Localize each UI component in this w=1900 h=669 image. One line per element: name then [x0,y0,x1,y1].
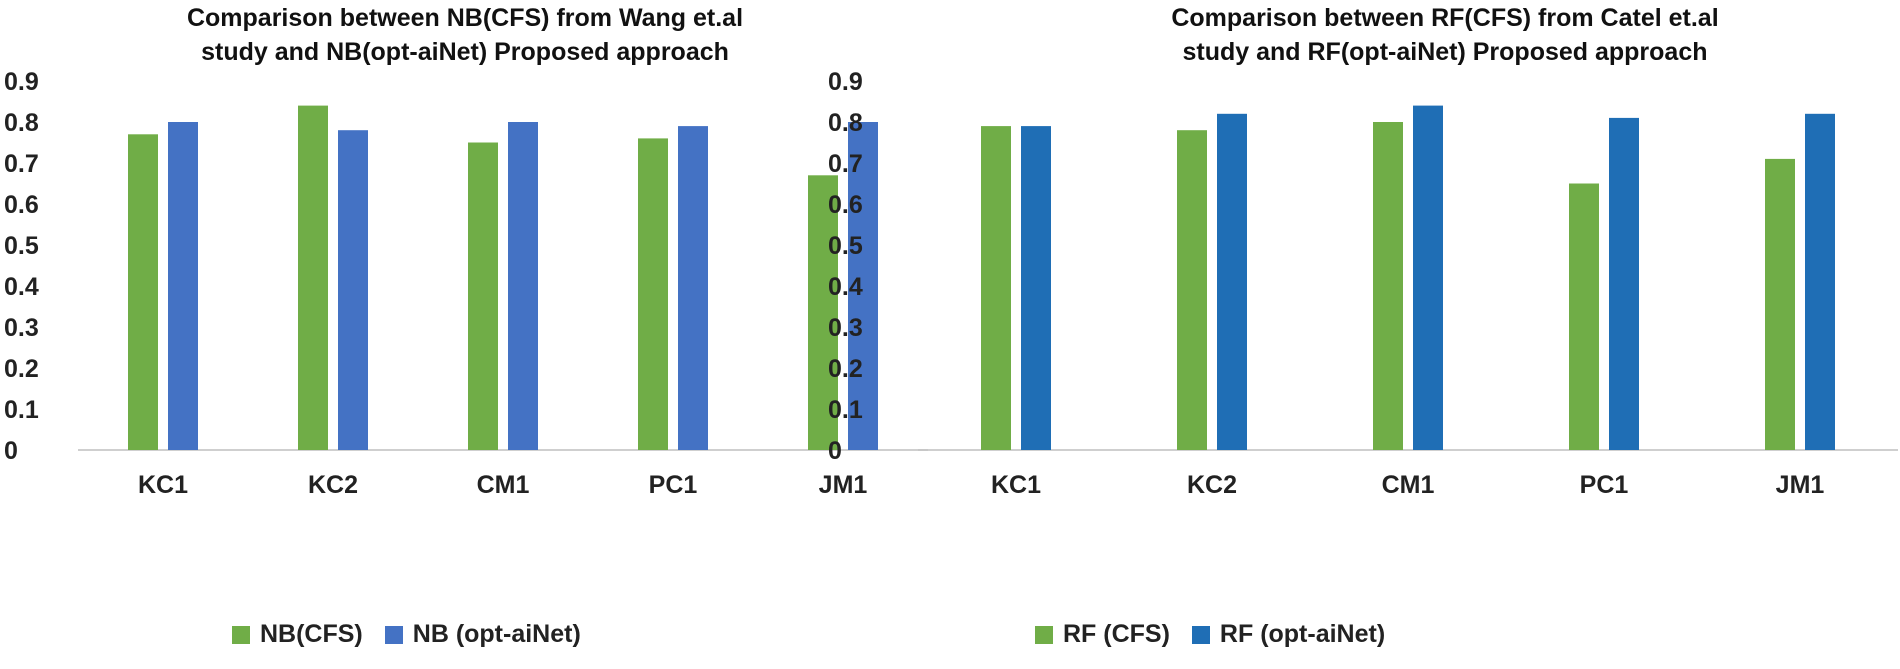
plot-area: 0 0.1 0.2 0.3 0.4 0.5 0.6 0.7 0.8 0.9 KC1 KC2 CM1 PC1… [828,68,1898,499]
y-tick-label: 0.2 [828,355,863,383]
bar-kc1-series-0 [981,126,1011,450]
legend-label: RF (opt-aiNet) [1219,620,1386,648]
legend-item: NB (opt-aiNet) [384,620,581,649]
legend-item: RF (opt-aiNet) [1191,620,1386,649]
x-tick-label: JM1 [1776,471,1825,499]
y-tick-label: 0.8 [828,109,863,137]
bar-kc1-series-1 [1021,126,1051,450]
legend-label: RF (CFS) [1063,620,1170,648]
plot-area: 0 0.1 0.2 0.3 0.4 0.5 0.6 0.7 0.8 0.9 KC1 KC2 CM1 PC1… [4,68,928,499]
x-tick-label: KC2 [1187,471,1237,499]
y-tick-label: 0.3 [828,314,863,342]
y-tick-label: 0.4 [828,273,863,301]
bar-pc1-series-1 [1609,117,1639,451]
chart-title-line-1: Comparison between NB(CFS) from Wang et.… [186,4,744,32]
y-tick-label: 0 [4,437,18,465]
y-tick-label: 0.5 [828,232,863,260]
chart-title-line-1: Comparison between RF(CFS) from Catel et… [1171,4,1719,32]
chart-rf-comparison: Comparison between RF(CFS) from Catel et… [828,0,1900,669]
y-tick-label: 0.8 [4,109,39,137]
y-tick-label: 0.1 [4,396,39,424]
y-tick-label: 0.7 [828,150,863,178]
bar-jm1-series-0 [1765,158,1795,450]
legend-swatch [1035,625,1053,644]
y-tick-label: 0.9 [828,68,863,96]
legend-label: NB(CFS) [260,620,363,648]
bar-pc1-series-0 [638,138,668,450]
x-tick-label: PC1 [649,471,698,499]
bar-kc2-series-1 [338,130,368,450]
x-tick-label: CM1 [1382,471,1435,499]
x-tick-label: KC2 [308,471,358,499]
bar-cm1-series-1 [1413,105,1443,450]
bar-kc2-series-1 [1217,113,1247,451]
bar-jm1-series-1 [848,122,878,450]
x-tick-label: KC1 [991,471,1041,499]
legend-item: NB(CFS) [232,620,363,649]
bar-cm1-series-0 [1373,122,1403,450]
legend-label: NB (opt-aiNet) [412,620,581,648]
bar-jm1-series-1 [1805,113,1835,451]
x-tick-label: KC1 [138,471,188,499]
y-tick-label: 0.3 [4,314,39,342]
chart-nb-comparison: Comparison between NB(CFS) from Wang et.… [0,0,930,669]
legend-swatch [384,625,403,644]
bar-pc1-series-1 [678,126,708,450]
y-tick-label: 0.5 [4,232,39,260]
legend-swatch [232,625,250,644]
x-tick-label: CM1 [477,471,530,499]
chart-title-line-2: study and NB(opt-aiNet) Proposed approac… [201,38,729,66]
y-tick-label: 0.4 [4,273,39,301]
bar-cm1-series-1 [508,122,538,450]
legend: RF (CFS) RF (opt-aiNet) [1035,620,1385,649]
bar-kc1-series-0 [128,134,158,451]
bar-pc1-series-0 [1569,183,1599,450]
legend-swatch [1191,625,1210,644]
bar-kc1-series-1 [168,122,198,450]
bar-kc2-series-0 [298,105,328,450]
x-tick-label: JM1 [819,471,868,499]
y-tick-label: 0 [828,437,842,465]
y-tick-label: 0.1 [828,396,863,424]
y-tick-label: 0.9 [4,68,39,96]
y-tick-label: 0.2 [4,355,39,383]
bar-cm1-series-0 [468,142,498,450]
bar-kc2-series-0 [1177,130,1207,450]
chart-title-line-2: study and RF(opt-aiNet) Proposed approac… [1182,38,1708,66]
y-tick-label: 0.7 [4,150,39,178]
y-tick-label: 0.6 [828,191,863,219]
x-tick-label: PC1 [1580,471,1629,499]
legend: NB(CFS) NB (opt-aiNet) [232,620,581,649]
legend-item: RF (CFS) [1035,620,1170,649]
bar-jm1-series-0 [808,175,838,451]
y-tick-label: 0.6 [4,191,39,219]
